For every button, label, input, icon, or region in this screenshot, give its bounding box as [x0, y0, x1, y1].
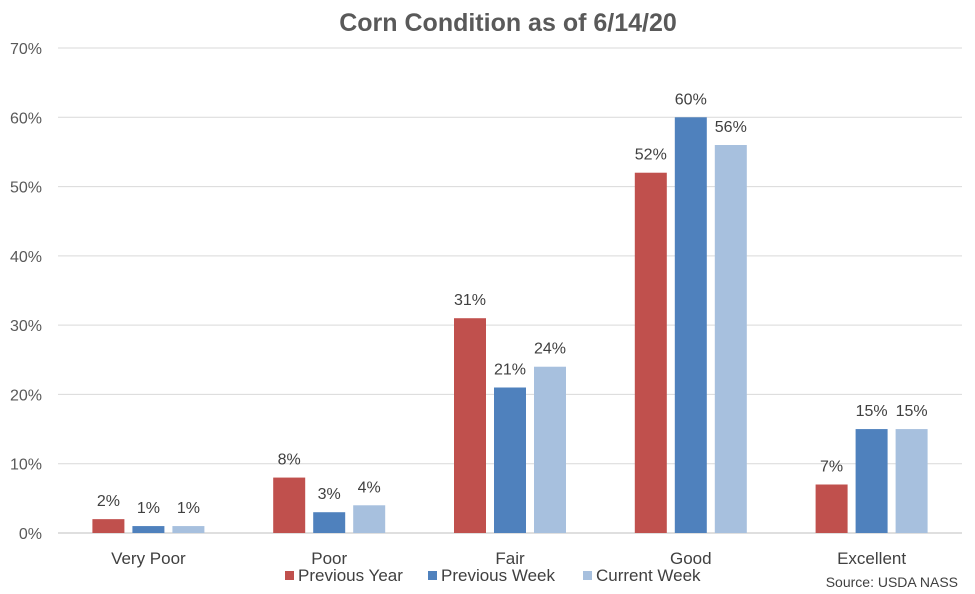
legend-swatch [583, 571, 592, 580]
data-label: 4% [358, 479, 381, 496]
data-label: 7% [820, 459, 843, 476]
legend-swatch [428, 571, 437, 580]
data-label: 8% [278, 452, 301, 469]
bar-current-week [714, 145, 747, 533]
y-tick-label: 40% [10, 249, 42, 266]
data-label: 3% [318, 486, 341, 503]
y-tick-label: 30% [10, 318, 42, 335]
y-tick-label: 70% [10, 41, 42, 58]
legend-entry: Previous Week [441, 566, 556, 585]
bar-previous-week [855, 429, 888, 533]
category-label: Good [670, 549, 712, 568]
source-note: Source: USDA NASS [826, 574, 958, 590]
data-label: 1% [137, 500, 160, 517]
y-tick-label: 20% [10, 387, 42, 404]
legend-entry: Current Week [596, 566, 701, 585]
bars [92, 117, 928, 534]
data-label: 15% [896, 403, 928, 420]
bar-previous-week [313, 512, 346, 533]
category-label: Excellent [837, 549, 906, 568]
bar-previous-year [273, 477, 306, 533]
category-labels: Very Poor Poor Fair Good Excellent [111, 549, 906, 568]
data-label: 52% [635, 147, 667, 164]
y-tick-label: 50% [10, 180, 42, 197]
category-label: Very Poor [111, 549, 186, 568]
legend-swatch [285, 571, 294, 580]
bar-current-week [172, 526, 205, 533]
bar-previous-year [815, 484, 848, 533]
bar-current-week [895, 429, 928, 533]
bar-previous-week [674, 117, 707, 534]
data-label: 2% [97, 493, 120, 510]
bar-current-week [353, 505, 386, 533]
chart-title: Corn Condition as of 6/14/20 [339, 9, 677, 37]
data-label: 1% [177, 500, 200, 517]
bar-previous-week [132, 526, 165, 533]
category-label: Fair [495, 549, 525, 568]
data-label: 31% [454, 292, 486, 309]
data-label: 21% [494, 362, 526, 379]
bar-previous-year [92, 519, 125, 533]
data-label: 60% [675, 91, 707, 108]
legend-entry: Previous Year [298, 566, 403, 585]
y-axis-ticks: 0% 10% 20% 30% 40% 50% 60% 70% [10, 41, 42, 543]
bar-current-week [534, 366, 566, 533]
bar-previous-year [454, 318, 486, 533]
data-labels: 2% 1% 1% 8% 3% 4% 31% 21% 24% 52% 60% 56% 7% 15% 15% [97, 91, 928, 517]
y-tick-label: 10% [10, 457, 42, 474]
y-tick-label: 0% [19, 526, 42, 543]
data-label: 24% [534, 341, 566, 358]
bar-previous-week [494, 387, 526, 533]
data-label: 56% [715, 119, 747, 136]
bar-previous-year [634, 172, 667, 533]
legend: Previous Year Previous Week Current Week [285, 566, 701, 585]
y-tick-label: 60% [10, 110, 42, 127]
category-label: Poor [311, 549, 347, 568]
data-label: 15% [856, 403, 888, 420]
